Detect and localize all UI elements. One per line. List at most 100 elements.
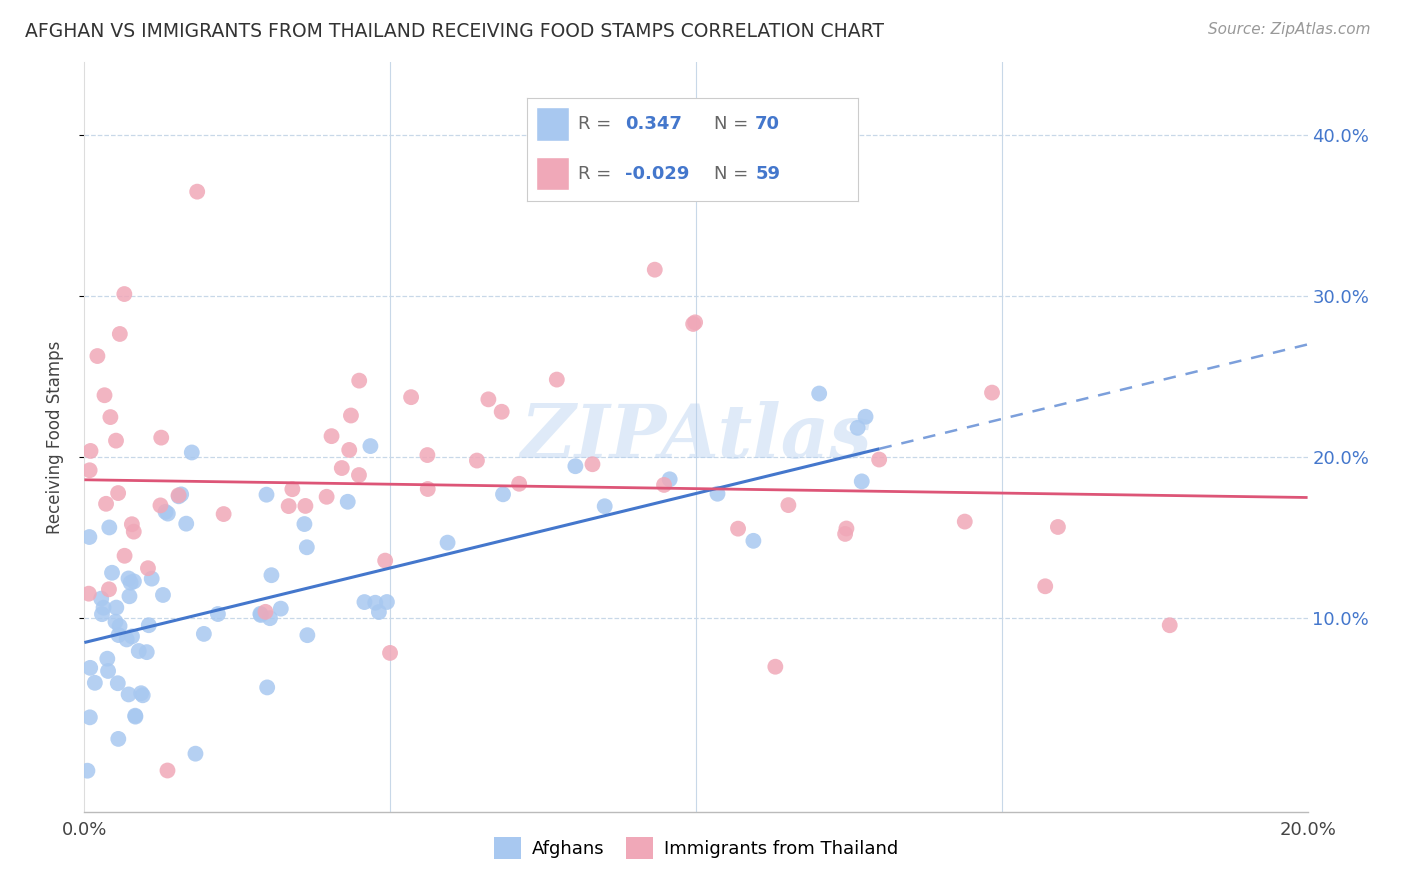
Point [132, 688, 155, 702]
Point [96, 651, 118, 665]
Point [104, 615, 127, 629]
Point [79, 463, 101, 477]
Point [105, 600, 128, 615]
Point [186, 185, 208, 199]
Point [981, 385, 1004, 400]
Point [644, 262, 666, 277]
Point [115, 632, 138, 647]
Point [353, 595, 375, 609]
Point [79, 661, 101, 675]
Point [79, 710, 101, 724]
Point [546, 373, 568, 387]
Point [107, 731, 129, 746]
Point [294, 516, 316, 531]
Point [184, 747, 207, 761]
Point [683, 315, 706, 329]
Text: Source: ZipAtlas.com: Source: ZipAtlas.com [1208, 22, 1371, 37]
Point [763, 659, 786, 673]
Point [121, 517, 143, 532]
Point [508, 476, 530, 491]
Point [347, 374, 370, 388]
Point [107, 676, 129, 690]
Point [315, 490, 337, 504]
Text: 59: 59 [755, 164, 780, 183]
Bar [536, 107, 568, 141]
Point [108, 619, 131, 633]
Point [128, 644, 150, 658]
Point [340, 409, 363, 423]
Point [399, 390, 422, 404]
Point [122, 574, 145, 589]
Point [260, 568, 283, 582]
Point [174, 516, 197, 531]
Point [359, 439, 381, 453]
Point [135, 645, 157, 659]
Point [141, 572, 163, 586]
Point [256, 681, 278, 695]
Point [337, 442, 360, 457]
Text: 0.347: 0.347 [624, 115, 682, 133]
Point [727, 522, 749, 536]
Point [868, 452, 890, 467]
Point [98, 520, 121, 534]
Point [277, 499, 299, 513]
Point [180, 445, 202, 459]
Point [259, 611, 281, 625]
Point [167, 488, 190, 502]
Text: R =: R = [578, 115, 612, 133]
Point [330, 461, 353, 475]
Point [193, 627, 215, 641]
Point [124, 708, 146, 723]
Point [79, 530, 101, 544]
Point [155, 505, 177, 519]
Point [270, 601, 292, 615]
Point [83, 675, 105, 690]
Point [152, 588, 174, 602]
Point [156, 507, 179, 521]
Point [778, 498, 800, 512]
Point [108, 326, 131, 341]
Point [364, 596, 387, 610]
Point [114, 549, 136, 563]
Point [86, 349, 108, 363]
Point [117, 572, 139, 586]
Legend: Afghans, Immigrants from Thailand: Afghans, Immigrants from Thailand [486, 830, 905, 866]
Point [124, 709, 146, 723]
Point [107, 628, 129, 642]
Point [295, 541, 318, 555]
Point [149, 499, 172, 513]
Point [1046, 520, 1069, 534]
Point [105, 434, 128, 448]
Point [138, 618, 160, 632]
Point [436, 535, 458, 549]
Text: ZIPAtlas: ZIPAtlas [520, 401, 872, 474]
Point [742, 533, 765, 548]
Text: AFGHAN VS IMMIGRANTS FROM THAILAND RECEIVING FOOD STAMPS CORRELATION CHART: AFGHAN VS IMMIGRANTS FROM THAILAND RECEI… [25, 22, 884, 41]
Point [91, 607, 114, 622]
Point [93, 388, 115, 402]
Point [156, 764, 179, 778]
Point [682, 317, 704, 331]
Point [90, 591, 112, 606]
Point [347, 468, 370, 483]
Point [249, 607, 271, 621]
Y-axis label: Receiving Food Stamps: Receiving Food Stamps [45, 341, 63, 533]
Point [121, 629, 143, 643]
Point [77, 587, 100, 601]
Point [101, 566, 124, 580]
Bar [536, 157, 568, 190]
Point [953, 515, 976, 529]
Point [367, 605, 389, 619]
Point [297, 628, 319, 642]
Point [150, 431, 173, 445]
Point [834, 527, 856, 541]
Point [416, 448, 439, 462]
Point [129, 686, 152, 700]
Point [336, 495, 359, 509]
Point [170, 487, 193, 501]
Point [122, 524, 145, 539]
Point [107, 486, 129, 500]
Point [112, 287, 135, 301]
Point [93, 600, 115, 615]
Text: -0.029: -0.029 [624, 164, 689, 183]
